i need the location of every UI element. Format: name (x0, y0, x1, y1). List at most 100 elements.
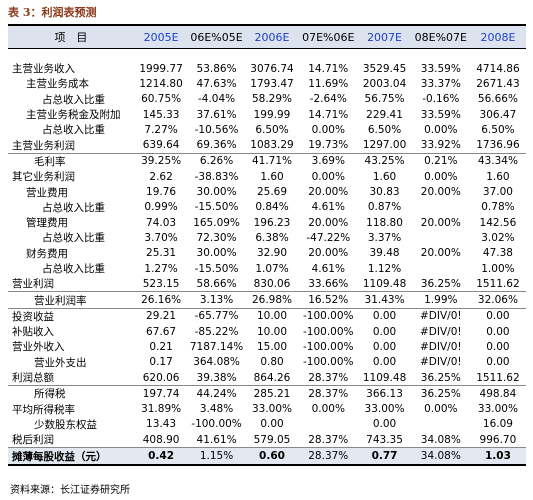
cell: 39.38% (188, 369, 245, 387)
cell: 53.86% (196, 62, 237, 75)
cell: 0.87% (367, 201, 402, 214)
header-cell: 06E%05E (188, 25, 245, 49)
cell: 0.00% (311, 403, 345, 416)
header-cell: 2006E (244, 25, 300, 49)
cell: -0.16% (422, 93, 460, 106)
cell: 830.06 (244, 276, 300, 293)
table-row: 占总收入比重 0.99% -15.50% 0.84% 4.61% 0.87% 0.78% (8, 200, 526, 215)
cell: 60.75% (141, 93, 182, 106)
row-label: 补贴收入 (12, 326, 54, 339)
table-row: 占总收入比重 7.27% -10.56% 6.50% 0.00% 6.50% 0.00% 6.… (8, 122, 526, 137)
table-row: 税后利润 408.90 41.61% 579.05 28.37% 743.35 34.08%… (8, 432, 526, 449)
cell: 6.50% (481, 123, 515, 136)
cell: 34.08% (411, 447, 470, 465)
cell: 28.37% (308, 387, 349, 400)
header-cell: 项 目 (8, 25, 134, 49)
cell: 3.02% (481, 231, 515, 244)
cell: 579.05 (244, 432, 300, 449)
cell: 26.98% (244, 291, 300, 309)
table-row: 财务费用 25.31 30.00% 32.90 20.00% 39.48 20.00% 47.… (8, 246, 526, 261)
cell: 996.70 (469, 432, 526, 449)
table-row: 主营业务收入 1999.77 53.86% 3076.74 14.71% 3529.45 3… (8, 61, 526, 76)
table-row: 营业利润 523.15 58.66% 830.06 33.66% 1109.48 36.25… (8, 276, 526, 293)
cell: 19.76 (146, 186, 177, 199)
cell: 44.24% (196, 387, 237, 400)
cell: -100.00% (191, 418, 242, 431)
cell: 15.00 (256, 340, 288, 353)
cell: 47.38 (482, 247, 513, 260)
cell: 4714.86 (476, 62, 520, 75)
cell: 0.42 (133, 447, 189, 465)
cell: -100.00% (303, 310, 354, 323)
cell: 33.59% (420, 62, 461, 75)
cell: -38.83% (194, 170, 239, 183)
cell: 1109.48 (357, 369, 412, 387)
cell: 1511.62 (469, 369, 526, 387)
cell: -85.22% (194, 325, 239, 338)
cell: 0.77 (357, 447, 412, 465)
table-row: 投资收益 29.21 -65.77% 10.00 -100.00% 0.00 #DIV/0!… (8, 308, 526, 324)
table-row: 管理费用 74.03 165.09% 196.23 20.00% 118.80 20.00%… (8, 215, 526, 230)
cell: 0.60 (244, 447, 300, 465)
cell: 1.99% (411, 291, 470, 309)
cell: 0.80 (260, 356, 284, 369)
cell: 26.16% (133, 291, 189, 309)
row-label: 营业利润率 (8, 291, 134, 309)
cell: 1.07% (255, 262, 289, 275)
table-row: 营业外收入 0.21 7187.14% 15.00 -100.00% 0.00 #DIV/0… (8, 339, 526, 354)
table-row: 其它业务利润 2.62 -38.83% 1.60 0.00% 1.60 0.00% 1.60 (8, 169, 526, 184)
cell: 72.30% (196, 231, 237, 244)
cell: #DIV/0! (420, 340, 462, 353)
cell: 30.00% (196, 186, 237, 199)
cell: 197.74 (142, 387, 180, 400)
cell: 20.00% (308, 216, 349, 229)
cell: 1.27% (144, 262, 178, 275)
cell: 0.17 (149, 356, 173, 369)
cell: 33.66% (299, 276, 358, 293)
cell: 20.00% (420, 216, 461, 229)
cell: 33.00% (477, 403, 518, 416)
cell: 30.83 (369, 186, 400, 199)
cell: 32.06% (469, 291, 526, 309)
table-row: 占总收入比重 3.70% 72.30% 6.38% -47.22% 3.37% 3.02% (8, 230, 526, 245)
cell: 28.37% (299, 432, 358, 449)
cell: 1.60 (260, 170, 284, 183)
cell: 366.13 (366, 387, 403, 400)
cell: 39.48 (369, 247, 400, 260)
table-row: 利润总额 620.06 39.38% 864.26 28.37% 1109.48 36.25… (8, 369, 526, 387)
cell: 2.62 (149, 170, 173, 183)
cell: 1.12% (367, 262, 402, 275)
cell: 0.00 (372, 310, 397, 323)
cell: 3.48% (199, 403, 234, 416)
cell: 1793.47 (250, 77, 294, 90)
cell: 36.25% (411, 369, 470, 387)
cell: 43.34% (477, 155, 518, 168)
table-row: 所得税 197.74 44.24% 285.21 28.37% 366.13 36.25% 4… (8, 386, 526, 402)
table-row: 占总收入比重 60.75% -4.04% 58.29% -2.64% 56.75% -0.1… (8, 92, 526, 107)
cell: 56.66% (477, 93, 518, 106)
cell: 0.84% (255, 201, 289, 214)
cell: 0.00 (372, 340, 397, 353)
row-label: 所得税 (34, 388, 66, 401)
row-label: 占总收入比重 (42, 124, 105, 137)
cell: 33.00% (251, 403, 293, 416)
cell: 142.56 (479, 216, 517, 229)
cell: 20.00% (308, 247, 349, 260)
row-label: 毛利率 (34, 155, 66, 168)
cell: 58.29% (251, 93, 293, 106)
cell: 25.69 (256, 186, 288, 199)
row-label: 其它业务利润 (12, 171, 75, 184)
cell: 47.63% (196, 77, 237, 90)
cell: 1.03 (469, 447, 526, 465)
cell: 0.00% (424, 170, 458, 183)
cell: 30.00% (196, 247, 237, 260)
cell: 28.37% (299, 447, 358, 465)
cell: 28.37% (299, 369, 358, 387)
cell: 743.35 (357, 432, 412, 449)
row-label: 占总收入比重 (42, 201, 105, 214)
table-row: 营业外支出 0.17 364.08% 0.80 -100.00% 0.00 #DIV/0! 0… (8, 355, 526, 370)
header-cell: 2007E (357, 25, 412, 49)
row-label: 占总收入比重 (42, 263, 105, 275)
cell: 0.00 (486, 325, 510, 338)
